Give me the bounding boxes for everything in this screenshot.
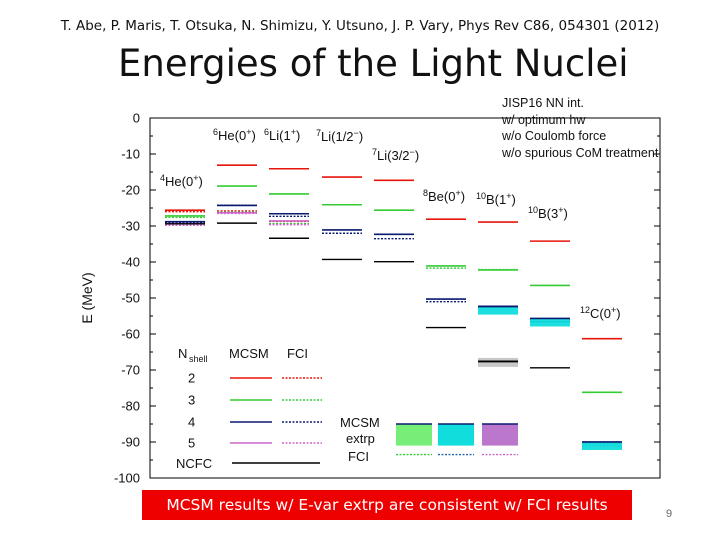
y-tick-label: -90 [121,435,140,450]
y-tick-label: -80 [121,399,140,414]
y-tick-label: -50 [121,291,140,306]
nucleus-label: 10B(1+) [476,191,516,207]
extrapolated-band-gray [478,357,518,367]
legend-header-shell-sub: shell [189,354,208,364]
y-tick-label: -20 [121,183,140,198]
citation: T. Abe, P. Maris, T. Otsuka, N. Shimizu,… [60,18,660,34]
extrapolated-band [530,318,570,327]
legend-shell-value: 3 [188,393,195,408]
nucleus-label: 6Li(1+) [264,127,300,143]
nucleus-label: 6He(0+) [213,127,256,143]
note-line: JISP16 NN int. [502,96,584,110]
note-line: w/ optimum hw [502,112,586,127]
legend-header-mcsm: MCSM [229,346,269,361]
nucleus-label: 4He(0+) [160,173,203,189]
nucleus-label: 8Be(0+) [423,188,465,204]
y-tick-label: -10 [121,147,140,162]
y-tick-label: -30 [121,219,140,234]
nucleus-label: 10B(3+) [528,205,568,221]
extrapolated-band [582,441,622,450]
legend-shell-value: 4 [188,415,195,430]
legend-header-fci: FCI [287,346,308,361]
legend-extrap-label-2: extrp [346,431,375,446]
legend-extrap-bar [396,424,432,446]
note-line: w/o Coulomb force [502,129,607,143]
note-line: w/o spurious CoM treatment [502,145,659,160]
legend-shell-value: 2 [188,371,195,386]
y-tick-label: -40 [121,255,140,270]
extrapolated-band [478,306,518,315]
y-tick-label: -70 [121,363,140,378]
nucleus-label: 7Li(1/2−) [316,128,363,144]
legend-extrap-bar [438,424,474,446]
legend-ncfc-label: NCFC [176,456,212,471]
conclusion-banner: MCSM results w/ E-var extrp are consiste… [142,490,632,520]
y-axis-label: E (MeV) [79,272,95,323]
legend-header-nshell: N [178,346,187,361]
legend-fci-label: FCI [348,449,369,464]
legend-extrap-bar [482,424,518,446]
nucleus-label: 12C(0+) [580,305,621,321]
slide-title: Energies of the Light Nuclei [118,42,629,85]
legend-shell-value: 5 [188,436,195,451]
y-tick-label: -100 [114,471,140,486]
calculation-notes: JISP16 NN int. w/ optimum hw w/o Coulomb… [502,95,658,161]
legend-extrap-label: MCSM [340,415,380,430]
y-tick-label: -60 [121,327,140,342]
page-number: 9 [666,508,673,520]
nucleus-label: 7Li(3/2−) [372,147,419,163]
y-tick-label: 0 [133,111,140,126]
